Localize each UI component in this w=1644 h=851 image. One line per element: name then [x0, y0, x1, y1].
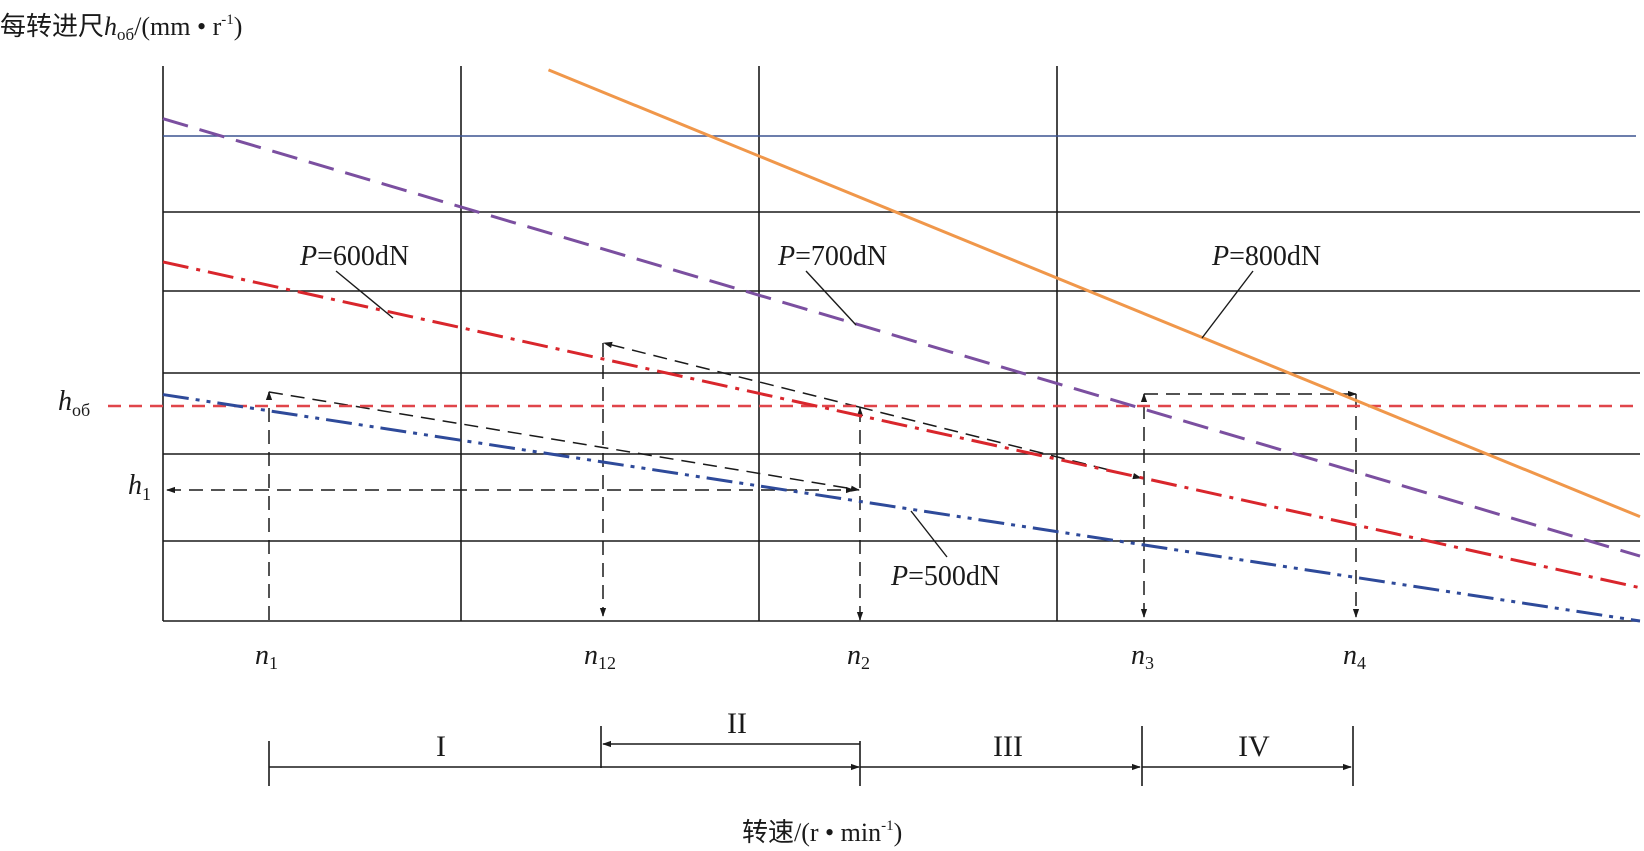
tick-label-n3: n3 [1131, 640, 1154, 673]
series-line-p700 [162, 117, 1641, 558]
guide-arrows [265, 341, 1360, 621]
leader-p600 [335, 270, 394, 319]
series-label-p500: P=500dN [890, 561, 1000, 592]
y-axis-title: 每转进尺hоб/(mm • r-1) [0, 12, 242, 44]
series-label-p600: P=600dN [299, 241, 409, 272]
series-label-p700: P=700dN [777, 241, 887, 272]
y-axis-title-unit-close: ) [234, 12, 243, 41]
tick-label-n1: n1 [255, 640, 278, 673]
y-axis-title-prefix: 每转进尺 [0, 12, 104, 41]
region-label-3: III [993, 730, 1023, 763]
y-axis-title-unit: /(mm • r [134, 12, 221, 41]
series-line-p800 [547, 68, 1641, 519]
plot-grid [162, 66, 1640, 622]
tick-label-n4: n4 [1343, 640, 1366, 673]
y-axis-title-unit-sup: -1 [221, 12, 234, 28]
leader-p700 [805, 270, 857, 326]
x-axis-title-text: 转速/(r • min [742, 818, 881, 847]
series-label-p800: P=800dN [1211, 241, 1321, 272]
leader-p800 [1201, 270, 1254, 339]
region-label-2: II [727, 707, 747, 740]
region-bracket [268, 726, 1354, 786]
tick-label-n2: n2 [847, 640, 870, 673]
x-axis-title: 转速/(r • min-1) [742, 818, 902, 847]
series-leaders [335, 270, 1254, 558]
tick-label-n12: n12 [584, 640, 616, 673]
label-h1: h1 [128, 470, 151, 504]
region-label-4: IV [1238, 730, 1270, 763]
region-label-1: I [436, 730, 446, 763]
series-line-p600 [162, 260, 1641, 590]
x-axis-title-sup: -1 [881, 818, 894, 834]
series-line-p500 [162, 393, 1641, 623]
y-axis-title-subscript: об [117, 25, 134, 44]
leader-p500 [910, 510, 948, 558]
guide-n2-to-n3 [858, 406, 1142, 480]
guide-n1-to-n2 [268, 391, 860, 492]
y-axis-title-symbol: h [104, 12, 117, 41]
x-axis-title-close: ) [894, 818, 903, 847]
guide-n2-to-n12 [603, 341, 860, 408]
label-h-ob: hоб [58, 386, 90, 420]
